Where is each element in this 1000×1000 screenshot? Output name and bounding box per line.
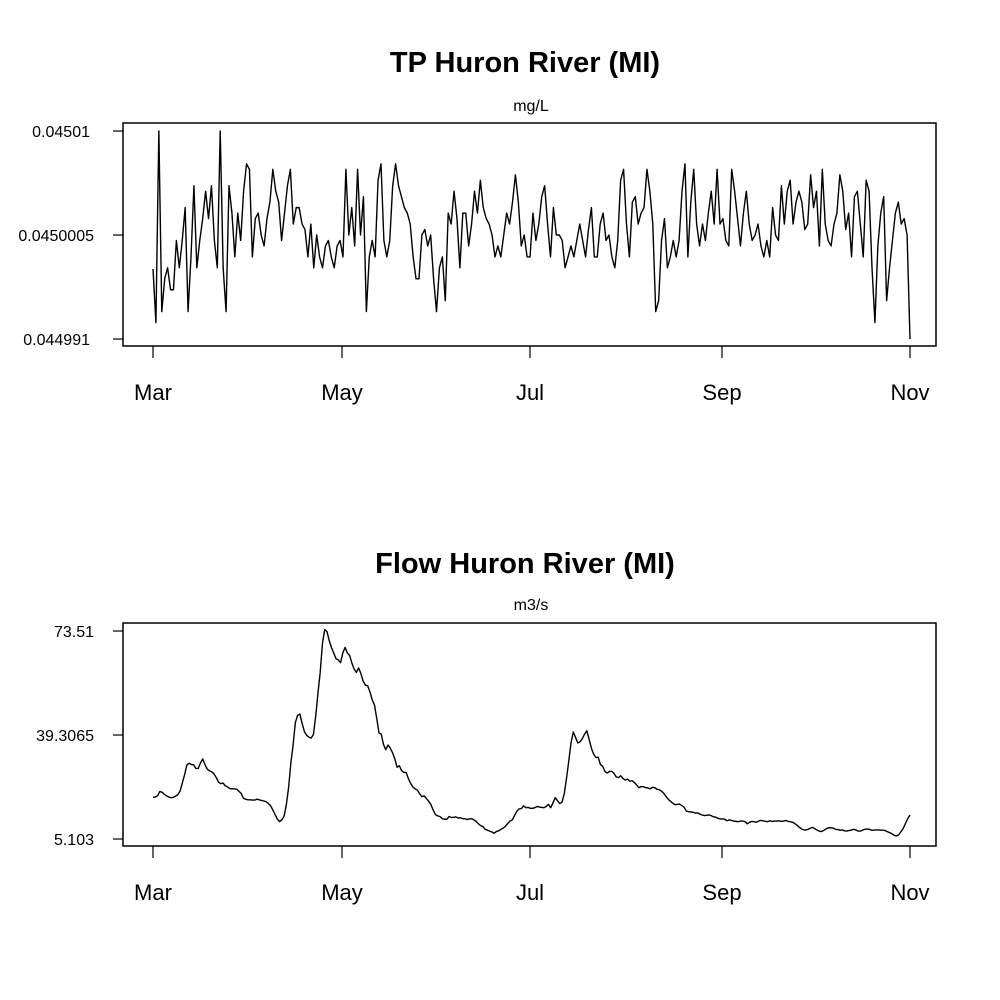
y-tick-label: 5.103: [54, 832, 94, 849]
y-tick-label: 0.0450005: [18, 228, 94, 245]
y-tick-label: 73.51: [54, 624, 94, 641]
x-tick-label: May: [321, 380, 363, 405]
chart-subtitle: m3/s: [514, 597, 549, 614]
x-tick-label: Mar: [134, 880, 172, 905]
x-tick-label: Jul: [516, 880, 544, 905]
y-tick-label: 0.04501: [32, 124, 90, 141]
flow-chart-panel: Flow Huron River (MI) m3/s 73.51 39.3065…: [36, 548, 937, 905]
chart-subtitle: mg/L: [513, 98, 549, 115]
x-tick-label: Nov: [890, 380, 929, 405]
x-tick-label: May: [321, 880, 363, 905]
plot-frame: [122, 122, 937, 347]
x-tick-label: Nov: [890, 880, 929, 905]
tp-chart-panel: TP Huron River (MI) mg/L 0.04501 0.04500…: [18, 47, 937, 405]
plot-frame: [122, 622, 937, 847]
flow-series-line: [152, 628, 911, 837]
x-tick-label: Jul: [516, 380, 544, 405]
y-tick-label: 39.3065: [36, 728, 94, 745]
x-tick-label: Sep: [702, 380, 741, 405]
tp-series-line: [152, 130, 911, 340]
x-tick-label: Sep: [702, 880, 741, 905]
x-tick-label: Mar: [134, 380, 172, 405]
y-tick-label: 0.044991: [23, 332, 90, 349]
chart-title: Flow Huron River (MI): [375, 548, 675, 580]
chart-title: TP Huron River (MI): [390, 47, 660, 79]
